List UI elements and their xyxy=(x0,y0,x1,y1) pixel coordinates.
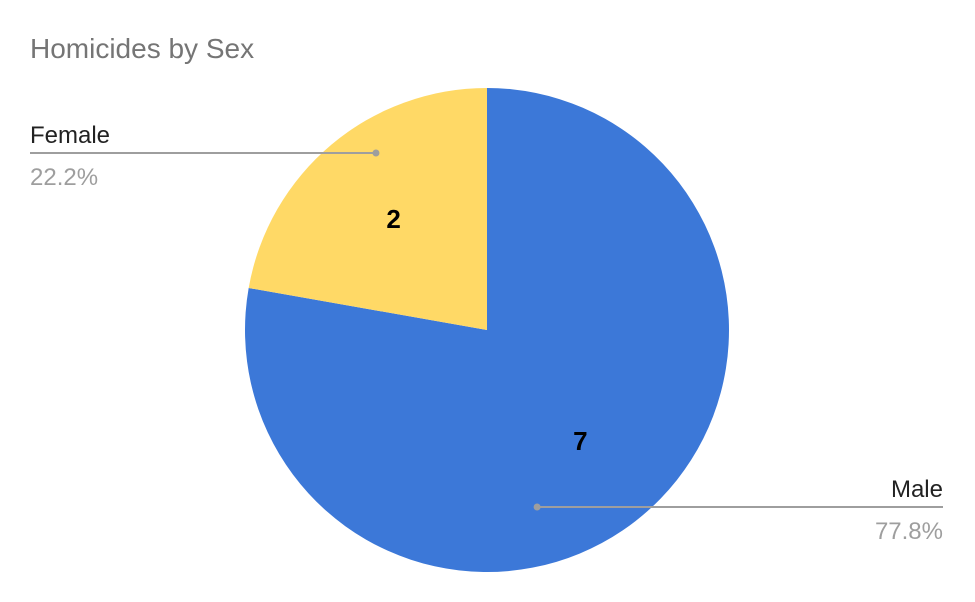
pie-slice-male xyxy=(245,88,730,572)
category-label: Male xyxy=(891,476,943,503)
leader-dot xyxy=(372,149,380,157)
pie-slice-female xyxy=(248,87,487,330)
leader-dot xyxy=(533,503,541,511)
percent-label: 77.8% xyxy=(875,518,943,545)
slice-value-label: 7 xyxy=(573,426,587,456)
chart-title: Homicides by Sex xyxy=(30,33,254,64)
slice-value-label: 2 xyxy=(386,204,400,234)
category-label: Female xyxy=(30,122,110,149)
percent-label: 22.2% xyxy=(30,164,98,191)
